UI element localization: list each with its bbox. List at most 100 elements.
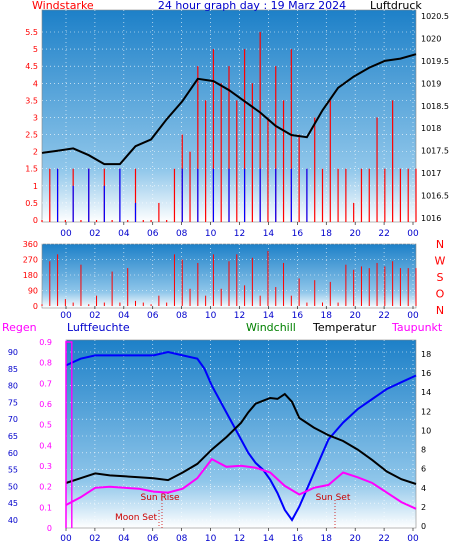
x-tick-label: 10 xyxy=(205,534,217,544)
x-tick-label: 06 xyxy=(147,229,159,239)
rain-tick: 0.3 xyxy=(39,462,52,471)
x-tick-label: 04 xyxy=(118,534,130,544)
x-tick-label: 00 xyxy=(407,311,419,321)
rain-tick: 0.8 xyxy=(39,359,52,368)
temperature-tick: 4 xyxy=(421,484,426,493)
x-tick-label: 00 xyxy=(60,311,72,321)
wind-direction-tick: 0 xyxy=(33,302,38,311)
x-tick-label: 04 xyxy=(118,311,130,321)
rain-tick-labels: 0 0.1 0.2 0.3 0.4 0.5 0.6 0.7 0.8 0.9 xyxy=(39,338,52,533)
humidity-tick: 70 xyxy=(8,415,18,424)
pressure-tick: 1017 xyxy=(421,169,441,178)
x-tick-label: 14 xyxy=(263,534,275,544)
wind-direction-tick: 90 xyxy=(28,287,38,296)
wind-speed-tick: 0.5 xyxy=(25,199,38,208)
x-tick-label: 02 xyxy=(89,311,100,321)
x-tick-label: 12 xyxy=(234,229,245,239)
humidity-tick: 90 xyxy=(8,348,18,357)
sun-rise-label: Sun Rise xyxy=(141,493,180,503)
rain-axis-label: Regen xyxy=(2,321,37,334)
humidity-tick-labels: 40 45 50 55 60 65 70 75 80 85 90 xyxy=(8,348,18,525)
x-tick-label: 08 xyxy=(176,229,188,239)
x-tick-label: 08 xyxy=(176,534,188,544)
moon-set-label: Moon Set xyxy=(115,513,158,523)
wind-speed-tick: 2 xyxy=(33,148,38,157)
temperature-tick: 12 xyxy=(421,407,431,416)
wind-speed-tick: 4.5 xyxy=(25,62,38,71)
rain-line xyxy=(65,341,73,528)
pressure-tick: 1020 xyxy=(421,34,441,43)
rain-tick: 0.4 xyxy=(39,441,52,450)
rain-tick: 0.7 xyxy=(39,379,52,388)
wind-speed-tick: 2.5 xyxy=(25,131,38,140)
compass-letter: N xyxy=(436,238,444,251)
pressure-tick: 1016 xyxy=(421,214,441,223)
temperature-tick: 14 xyxy=(421,388,431,397)
temperature-tick: 6 xyxy=(421,465,426,474)
humidity-axis-label: Luftfeuchte xyxy=(67,321,130,334)
temperature-tick: 10 xyxy=(421,426,431,435)
pressure-tick: 1018.5 xyxy=(421,102,449,111)
wind-direction-series xyxy=(41,250,417,306)
compass-letter: S xyxy=(437,271,444,284)
wind-speed-tick: 3.5 xyxy=(25,96,38,105)
temperature-tick: 2 xyxy=(421,503,426,512)
wind-speed-tick: 3 xyxy=(33,113,38,122)
windchill-label: Windchill xyxy=(246,321,296,334)
pressure-line xyxy=(41,53,417,166)
temperature-tick: 16 xyxy=(421,369,431,378)
pressure-axis-label: Luftdruck xyxy=(370,0,422,12)
temperature-label: Temperatur xyxy=(312,321,377,334)
pressure-tick: 1019.5 xyxy=(421,57,449,66)
x-tick-label: 12 xyxy=(234,534,245,544)
rain-tick: 0.2 xyxy=(39,483,52,492)
wind-pressure-series xyxy=(41,32,417,222)
temperature-humidity-series xyxy=(65,341,417,528)
humidity-tick: 80 xyxy=(8,382,18,391)
wind-direction-time-ticks: 00 02 04 06 08 10 12 14 16 18 20 22 00 xyxy=(60,306,419,321)
pressure-tick: 1017.5 xyxy=(421,147,449,156)
wind-direction-tick: 360 xyxy=(23,240,38,249)
pressure-tick: 1016.5 xyxy=(421,192,449,201)
x-tick-label: 20 xyxy=(349,311,361,321)
x-tick-label: 00 xyxy=(407,229,419,239)
pressure-tick-labels: 1016 1016.5 1017 1017.5 1018 1018.5 1019 1019.5… xyxy=(421,12,449,223)
wind-direction-tick: 270 xyxy=(23,256,38,265)
wind-speed-tick: 1.5 xyxy=(25,165,38,174)
wind-speed-tick: 0 xyxy=(33,216,38,225)
x-tick-label: 22 xyxy=(378,534,389,544)
humidity-tick: 75 xyxy=(8,398,18,407)
rain-tick: 0 xyxy=(47,524,52,533)
compass-letter: W xyxy=(435,255,446,268)
rain-tick: 0.9 xyxy=(39,338,52,347)
humidity-tick: 50 xyxy=(8,482,18,491)
astronomy-annotations: Moon Set Sun Rise Sun Set xyxy=(115,493,351,528)
temperature-line xyxy=(65,392,417,485)
compass-letter: N xyxy=(436,304,444,317)
x-tick-label: 12 xyxy=(234,311,245,321)
x-tick-label: 00 xyxy=(407,534,419,544)
wind-speed-tick: 5 xyxy=(33,45,38,54)
x-tick-label: 06 xyxy=(147,311,159,321)
rain-tick: 0.1 xyxy=(39,503,52,512)
wind-speed-tick: 4 xyxy=(33,79,38,88)
humidity-tick: 40 xyxy=(8,516,18,525)
x-tick-label: 10 xyxy=(205,229,217,239)
x-tick-label: 16 xyxy=(292,311,304,321)
wind-direction-tick-labels: 0 90 180 270 360 xyxy=(23,240,38,311)
x-tick-label: 08 xyxy=(176,311,188,321)
dewpoint-line xyxy=(65,457,417,510)
humidity-tick: 85 xyxy=(8,365,18,374)
chart-title: 24 hour graph day : 19 Marz 2024 xyxy=(158,0,346,12)
humidity-line xyxy=(65,350,417,522)
x-tick-label: 04 xyxy=(118,229,130,239)
humidity-tick: 65 xyxy=(8,432,18,441)
pressure-tick: 1018 xyxy=(421,124,441,133)
x-tick-label: 22 xyxy=(378,311,389,321)
x-tick-label: 00 xyxy=(60,534,72,544)
temperature-tick: 8 xyxy=(421,446,426,455)
x-tick-label: 20 xyxy=(349,534,361,544)
